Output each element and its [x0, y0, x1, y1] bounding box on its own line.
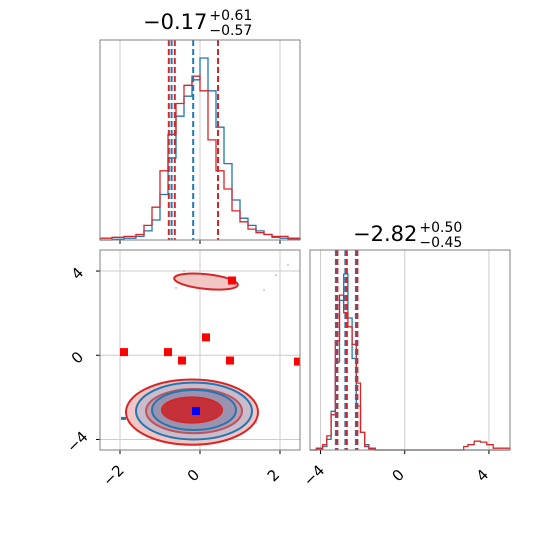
y-tick-label-2: 4: [68, 264, 87, 283]
panel-bottom-left-scatter: −2 0 2 −4 0 4: [63, 249, 301, 490]
title-top-left-value: −0.17: [143, 10, 207, 34]
panel-bottom-right-histogram: −4 0 4: [300, 249, 511, 490]
x-tick-label-1: 0: [184, 466, 203, 485]
frame-top-left: [99, 39, 301, 241]
x-tick-label-0: −2: [99, 461, 127, 489]
red-point-1: [164, 348, 172, 357]
faint-sample-point-8: [263, 289, 265, 291]
red-histogram: [310, 294, 511, 451]
title-bottom-right-value: −2.82: [353, 222, 417, 246]
red-point-3: [202, 333, 210, 342]
faint-sample-point-7: [183, 270, 185, 273]
x-tick-label-2: 2: [264, 466, 283, 485]
faint-sample-point-4: [175, 286, 177, 289]
title-bottom-right-upper: +0.50: [419, 220, 462, 236]
red-point-2: [178, 356, 186, 365]
x-tick-label-0: −4: [300, 461, 328, 489]
red-point-5: [228, 276, 236, 285]
red-upper-contour: [173, 272, 239, 291]
title-top-left-upper: +0.61: [209, 8, 252, 24]
faint-sample-point-6: [287, 263, 289, 266]
scatter-plot-area: [100, 250, 300, 450]
y-tick-label-0: −4: [63, 428, 91, 456]
red-histogram: [99, 75, 301, 240]
title-top-left-lower: −0.57: [209, 23, 252, 39]
red-point-4: [226, 356, 234, 365]
x-tick-label-1: 0: [388, 466, 407, 485]
x-tick-label-2: 4: [473, 466, 492, 485]
blue-outlier-mark: [121, 416, 126, 420]
red-point-6: [294, 357, 300, 366]
blue-point-0: [192, 407, 200, 416]
red-point-0: [120, 348, 128, 357]
frame-bottom-right: [309, 249, 511, 451]
faint-sample-point-5: [275, 274, 277, 277]
frame-bottom-left: [99, 249, 301, 451]
panel-top-left-histogram: [99, 39, 301, 244]
title-bottom-right-lower: −0.45: [419, 235, 462, 251]
y-tick-label-1: 0: [68, 348, 87, 367]
